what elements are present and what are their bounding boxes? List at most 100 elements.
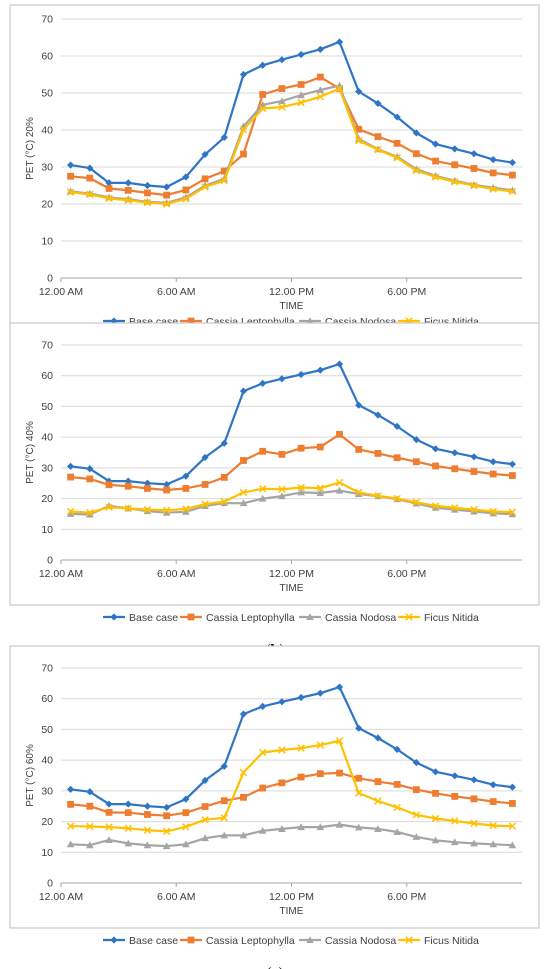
y-tick-label: 10 <box>41 236 53 248</box>
data-point <box>105 179 113 187</box>
data-point <box>239 488 248 497</box>
marker-stroke <box>412 166 421 175</box>
data-point <box>220 814 229 822</box>
x-tick-label: 12.00 PM <box>269 568 314 580</box>
data-point <box>220 176 229 185</box>
data-point <box>182 186 190 194</box>
data-point <box>431 140 440 148</box>
x-tick-label: 6.00 PM <box>387 891 426 903</box>
data-point <box>412 811 421 819</box>
data-point <box>66 840 75 848</box>
data-point <box>144 811 151 818</box>
data-point <box>489 509 497 517</box>
data-point <box>220 473 228 481</box>
y-tick-label: 0 <box>47 273 53 285</box>
data-point <box>374 797 382 805</box>
data-point <box>220 167 228 175</box>
data-point <box>374 450 382 457</box>
data-point <box>124 482 132 490</box>
legend-label: Cassia Nodosa <box>325 935 396 947</box>
data-point <box>470 839 478 847</box>
marker-stroke <box>278 485 286 494</box>
legend-marker <box>110 613 118 621</box>
data-point <box>336 769 343 777</box>
marker-stroke <box>258 485 267 493</box>
x-tick-label: 6.00 AM <box>157 568 196 580</box>
data-point <box>86 164 94 172</box>
data-point <box>278 85 286 92</box>
data-point <box>259 447 267 455</box>
data-point <box>105 503 113 511</box>
data-point <box>508 158 516 167</box>
marker-stroke <box>335 478 344 487</box>
data-point <box>451 817 459 825</box>
marker-stroke <box>220 497 229 506</box>
data-point <box>451 178 459 186</box>
data-point <box>162 827 171 836</box>
data-point <box>163 803 171 812</box>
data-point <box>278 450 286 458</box>
data-point <box>239 499 248 507</box>
y-axis-title: PET (°C) 20% <box>25 117 36 180</box>
marker-stroke <box>316 484 325 492</box>
caption-paren-open: ( <box>266 965 271 969</box>
legend-marker <box>306 613 314 620</box>
data-point <box>162 842 171 850</box>
data-point <box>259 91 267 98</box>
marker-stroke <box>86 508 94 517</box>
y-tick-label: 30 <box>41 462 53 474</box>
data-point <box>489 821 497 830</box>
data-point <box>67 473 75 481</box>
legend-marker <box>306 936 314 943</box>
marker-stroke <box>201 500 209 508</box>
data-point <box>66 188 75 196</box>
y-tick-label: 0 <box>47 555 53 567</box>
panel-caption: (c) <box>266 965 284 969</box>
data-point <box>316 86 325 94</box>
data-point <box>489 470 497 478</box>
data-point <box>489 798 497 806</box>
data-point <box>240 150 247 158</box>
legend-label: Base case <box>129 612 178 624</box>
data-point <box>182 823 190 831</box>
data-point <box>67 800 75 808</box>
y-tick-label: 70 <box>41 663 53 675</box>
marker-stroke <box>470 819 478 828</box>
data-point <box>412 166 421 175</box>
data-point <box>470 507 478 515</box>
data-point <box>201 502 209 509</box>
marker-stroke <box>105 823 113 831</box>
data-point <box>182 195 190 203</box>
data-point <box>163 183 171 191</box>
data-point <box>335 820 344 828</box>
data-point <box>143 841 152 849</box>
data-point <box>393 781 401 788</box>
data-point <box>105 477 113 485</box>
data-point <box>393 139 401 147</box>
data-point <box>124 504 132 513</box>
data-point <box>489 458 497 466</box>
data-point <box>431 502 440 510</box>
caption-letter: c <box>271 965 278 969</box>
data-point <box>124 800 132 808</box>
marker-stroke <box>335 84 344 93</box>
data-point <box>508 187 517 196</box>
data-point <box>278 56 286 64</box>
series-line <box>70 739 513 833</box>
data-point <box>162 200 171 208</box>
data-point <box>220 762 228 770</box>
data-point <box>489 507 497 516</box>
y-tick-label: 50 <box>41 724 53 736</box>
data-point <box>86 465 94 473</box>
data-point <box>470 181 478 190</box>
data-point <box>297 744 305 752</box>
data-point <box>316 741 325 749</box>
marker-stroke <box>316 92 325 101</box>
data-point <box>451 792 459 800</box>
data-point <box>259 784 267 792</box>
data-point <box>278 746 286 754</box>
data-point <box>297 370 305 379</box>
data-point <box>470 505 478 514</box>
marker-stroke <box>124 824 132 833</box>
legend-item: Cassia Nodosa <box>299 612 396 624</box>
